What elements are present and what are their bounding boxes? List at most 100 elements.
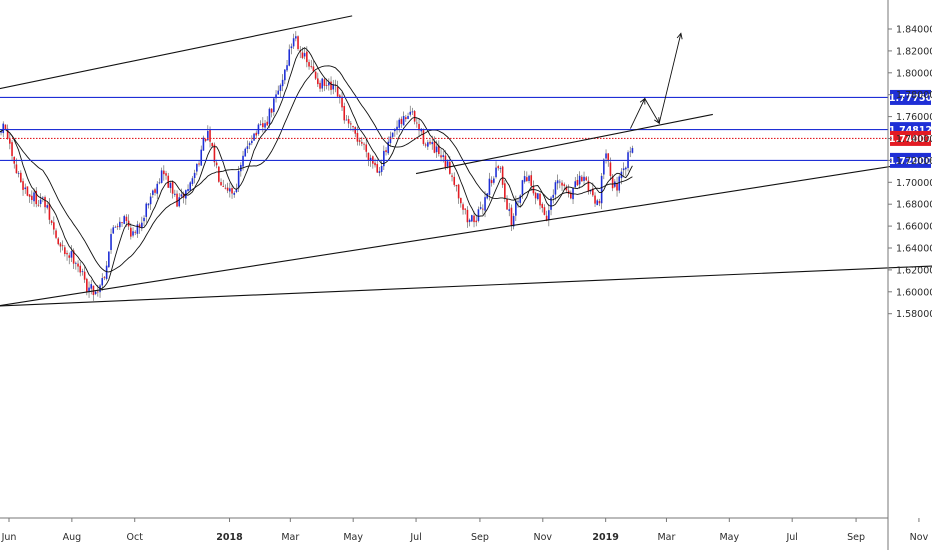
candle-down [449, 161, 451, 174]
candle-down [455, 184, 458, 187]
candle-up [160, 170, 163, 183]
candle-down [570, 192, 572, 199]
candle-down [587, 180, 590, 192]
candle-up [332, 84, 335, 90]
candle-up [108, 251, 110, 268]
candle-down [224, 187, 227, 189]
candle-up [631, 148, 634, 153]
candle-up [174, 193, 176, 195]
candle-up [389, 136, 392, 144]
x-tick-label: Sep [471, 532, 489, 543]
candle-down [121, 222, 123, 223]
trendline-2 [0, 159, 932, 307]
candle-up [284, 69, 286, 81]
candle-down [61, 245, 64, 247]
candle-down [462, 204, 464, 210]
level-label-box [890, 152, 931, 168]
candle-down [198, 163, 200, 165]
x-tick-label: Oct [127, 532, 144, 543]
candle-down [68, 255, 71, 258]
candle-down [83, 271, 86, 280]
candle-down [209, 129, 211, 142]
candle-down [585, 177, 588, 181]
candle-up [550, 197, 552, 210]
candle-down [385, 150, 387, 153]
candle-down [116, 226, 119, 227]
candle-down [416, 122, 418, 124]
candle-up [548, 210, 550, 220]
candle-up [605, 153, 607, 159]
candle-down [306, 51, 308, 63]
candle-down [20, 172, 22, 183]
candle-down [44, 197, 46, 208]
candle-up [369, 157, 372, 161]
projection-arrowhead-2 [654, 117, 660, 125]
candle-up [143, 217, 145, 222]
projection-arrowhead-3 [676, 32, 683, 40]
candle-up [264, 123, 266, 128]
candle-up [488, 178, 491, 195]
x-tick-label: Jul [409, 532, 421, 543]
level-label: 1.72000 [889, 156, 932, 167]
candle-up [42, 197, 44, 199]
candle-down [231, 188, 233, 194]
candle-down [138, 224, 141, 228]
candle-down [255, 132, 258, 136]
candle-down [66, 252, 68, 255]
x-tick-label: Mar [281, 532, 299, 543]
x-tick-label: Jun [1, 532, 17, 543]
candle-down [97, 291, 99, 293]
candle-down [319, 82, 321, 89]
drawing-layer [0, 15, 932, 307]
y-tick-label: 1.58000 [896, 309, 932, 320]
y-tick-label: 1.66000 [896, 222, 932, 233]
candle-down [438, 145, 440, 154]
candle-up [193, 172, 196, 179]
candle-up [33, 192, 35, 202]
candle-down [35, 190, 38, 205]
candle-down [354, 127, 357, 134]
candle-up [152, 190, 154, 195]
candle-down [72, 250, 75, 264]
candle-up [39, 199, 42, 204]
candle-down [616, 183, 618, 191]
level-label-box [890, 130, 931, 146]
projection-arrowhead-1 [639, 97, 646, 105]
y-tick-label: 1.76000 [896, 112, 932, 123]
y-tick-label: 1.80000 [896, 68, 932, 79]
candle-up [578, 175, 581, 185]
candle-down [418, 123, 420, 131]
candle-down [130, 227, 132, 237]
candle-down [405, 117, 407, 120]
x-tick-label: 2019 [592, 532, 618, 543]
candle-down [312, 66, 315, 72]
candle-up [112, 227, 115, 234]
candle-up [248, 143, 251, 146]
x-tick-label: May [719, 532, 739, 543]
candle-down [176, 193, 178, 207]
candle-down [266, 121, 269, 126]
candle-down [336, 86, 339, 97]
candle-up [521, 180, 524, 195]
candle-up [237, 170, 240, 189]
candle-down [11, 142, 13, 156]
candle-up [479, 207, 482, 209]
candle-up [328, 82, 330, 86]
candle-up [207, 131, 209, 141]
candle-up [523, 176, 526, 182]
candle-up [70, 251, 73, 258]
candle-down [347, 119, 350, 124]
candle-up [17, 173, 20, 175]
candle-down [317, 78, 319, 85]
candle-up [123, 216, 126, 224]
y-tick-label: 1.70000 [896, 178, 932, 189]
candle-down [563, 184, 566, 186]
candle-down [134, 231, 137, 233]
candle-up [603, 159, 605, 175]
candle-up [191, 178, 194, 184]
candle-down [504, 183, 506, 199]
candle-down [363, 143, 365, 145]
candle-down [270, 108, 273, 113]
candle-up [169, 182, 172, 189]
